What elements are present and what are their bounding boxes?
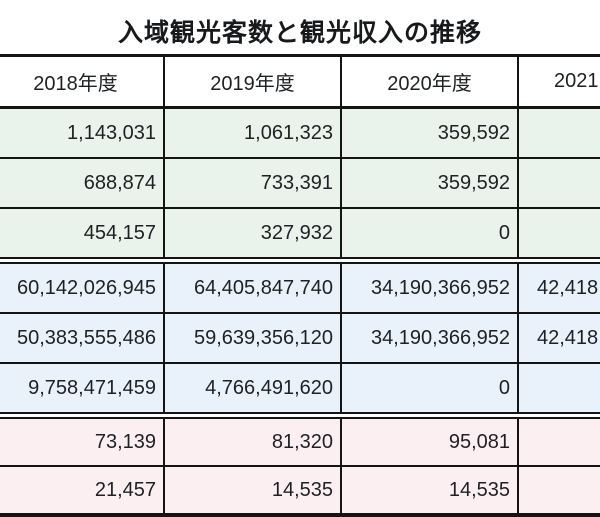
table-row: 21,457 14,535 14,535 <box>0 465 600 517</box>
data-cell: 1,061,323 <box>163 106 342 159</box>
column-header-2019: 2019年度 <box>163 54 342 109</box>
table-viewport: 2018年度 2019年度 2020年度 2021 1,143,031 1,06… <box>0 54 600 517</box>
table-row: 60,142,026,945 64,405,847,740 34,190,366… <box>0 259 600 314</box>
data-table: 2018年度 2019年度 2020年度 2021 1,143,031 1,06… <box>0 54 600 517</box>
table-row: 1,143,031 1,061,323 359,592 <box>0 106 600 159</box>
data-cell: 4,766,491,620 <box>163 362 342 419</box>
data-cell: 50,383,555,486 <box>0 312 165 364</box>
data-cell: 0 <box>340 362 519 419</box>
data-cell: 359,592 <box>340 157 519 209</box>
page-title: 入域観光客数と観光収入の推移 <box>117 19 482 47</box>
data-cell <box>517 106 600 159</box>
column-header-2020: 2020年度 <box>340 54 519 109</box>
data-cell <box>517 207 600 264</box>
data-cell: 688,874 <box>0 157 165 209</box>
data-cell <box>517 465 600 517</box>
data-cell: 64,405,847,740 <box>163 259 342 314</box>
header-row: 2018年度 2019年度 2020年度 2021 <box>0 54 600 109</box>
data-cell <box>517 157 600 209</box>
data-cell <box>517 362 600 419</box>
data-cell-clipped: 42,418 <box>517 312 600 364</box>
data-cell: 0 <box>340 207 519 264</box>
data-cell: 34,190,366,952 <box>340 259 519 314</box>
data-cell: 14,535 <box>163 465 342 517</box>
table-row: 688,874 733,391 359,592 <box>0 157 600 209</box>
data-cell: 95,081 <box>340 414 519 467</box>
data-cell: 59,639,356,120 <box>163 312 342 364</box>
data-cell: 1,143,031 <box>0 106 165 159</box>
data-cell: 359,592 <box>340 106 519 159</box>
data-cell: 34,190,366,952 <box>340 312 519 364</box>
data-cell: 327,932 <box>163 207 342 264</box>
data-cell: 73,139 <box>0 414 165 467</box>
table-row: 73,139 81,320 95,081 <box>0 414 600 467</box>
data-cell: 21,457 <box>0 465 165 517</box>
column-header-2018: 2018年度 <box>0 54 165 109</box>
data-cell: 454,157 <box>0 207 165 264</box>
column-header-2021: 2021 <box>517 54 600 109</box>
data-cell: 14,535 <box>340 465 519 517</box>
table-row: 50,383,555,486 59,639,356,120 34,190,366… <box>0 312 600 364</box>
data-cell <box>517 414 600 467</box>
table-row: 454,157 327,932 0 <box>0 207 600 264</box>
data-cell: 733,391 <box>163 157 342 209</box>
data-cell-clipped: 42,418 <box>517 259 600 314</box>
data-cell: 60,142,026,945 <box>0 259 165 314</box>
table-row: 9,758,471,459 4,766,491,620 0 <box>0 362 600 419</box>
data-cell: 81,320 <box>163 414 342 467</box>
data-cell: 9,758,471,459 <box>0 362 165 419</box>
